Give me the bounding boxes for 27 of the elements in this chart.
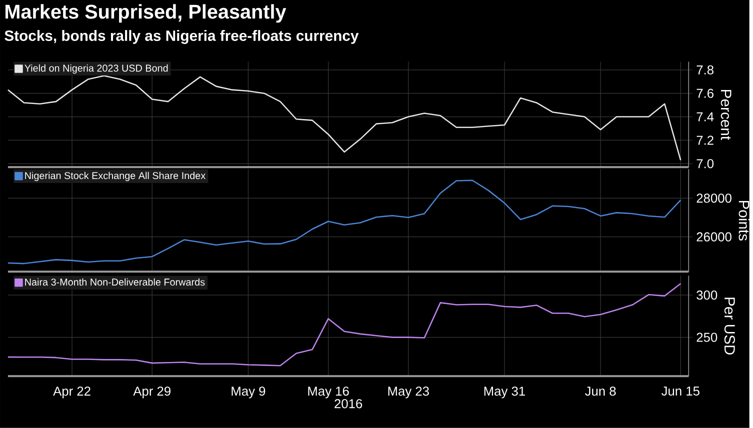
x-tick-label: May 16 [308,386,349,398]
x-tick-label: May 31 [484,386,525,398]
y-axis-title: Percent [720,90,732,140]
line-series [7,180,682,264]
y-tick-label: 7.6 [696,88,714,98]
chart-title: Markets Surprised, Pleasantly [6,4,286,23]
y-axis-title: Points [738,201,750,241]
y-tick-label: 26000 [696,232,732,242]
y-tick-label: 300 [696,290,718,300]
y-axis-title: Per USD [724,298,735,355]
chart-subtitle: Stocks, bonds rally as Nigeria free-floats currency [4,30,359,44]
y-tick-label: 250 [696,332,718,342]
x-tick-label: Jun 8 [585,386,616,396]
x-tick-label: May 9 [232,386,266,398]
y-tick-label: 28000 [696,194,732,203]
y-tick-label: 7.8 [696,65,714,75]
x-tick-label: Jun 15 [662,386,700,396]
x-tick-label: Apr 22 [53,386,90,398]
y-tick-label: 7.4 [696,112,714,122]
x-axis-title: 2016 [334,399,362,408]
legend-label: Yield on Nigeria 2023 USD Bond [24,64,168,74]
y-tick-label: 7.2 [696,136,714,145]
legend-label: Nigerian Stock Exchange All Share Index [25,172,206,182]
x-tick-label: Apr 29 [133,386,170,398]
legend-label: Naira 3-Month Non-Deliverable Forwards [25,278,205,286]
x-tick-label: May 23 [388,386,429,398]
y-tick-label: 7.0 [696,159,714,168]
